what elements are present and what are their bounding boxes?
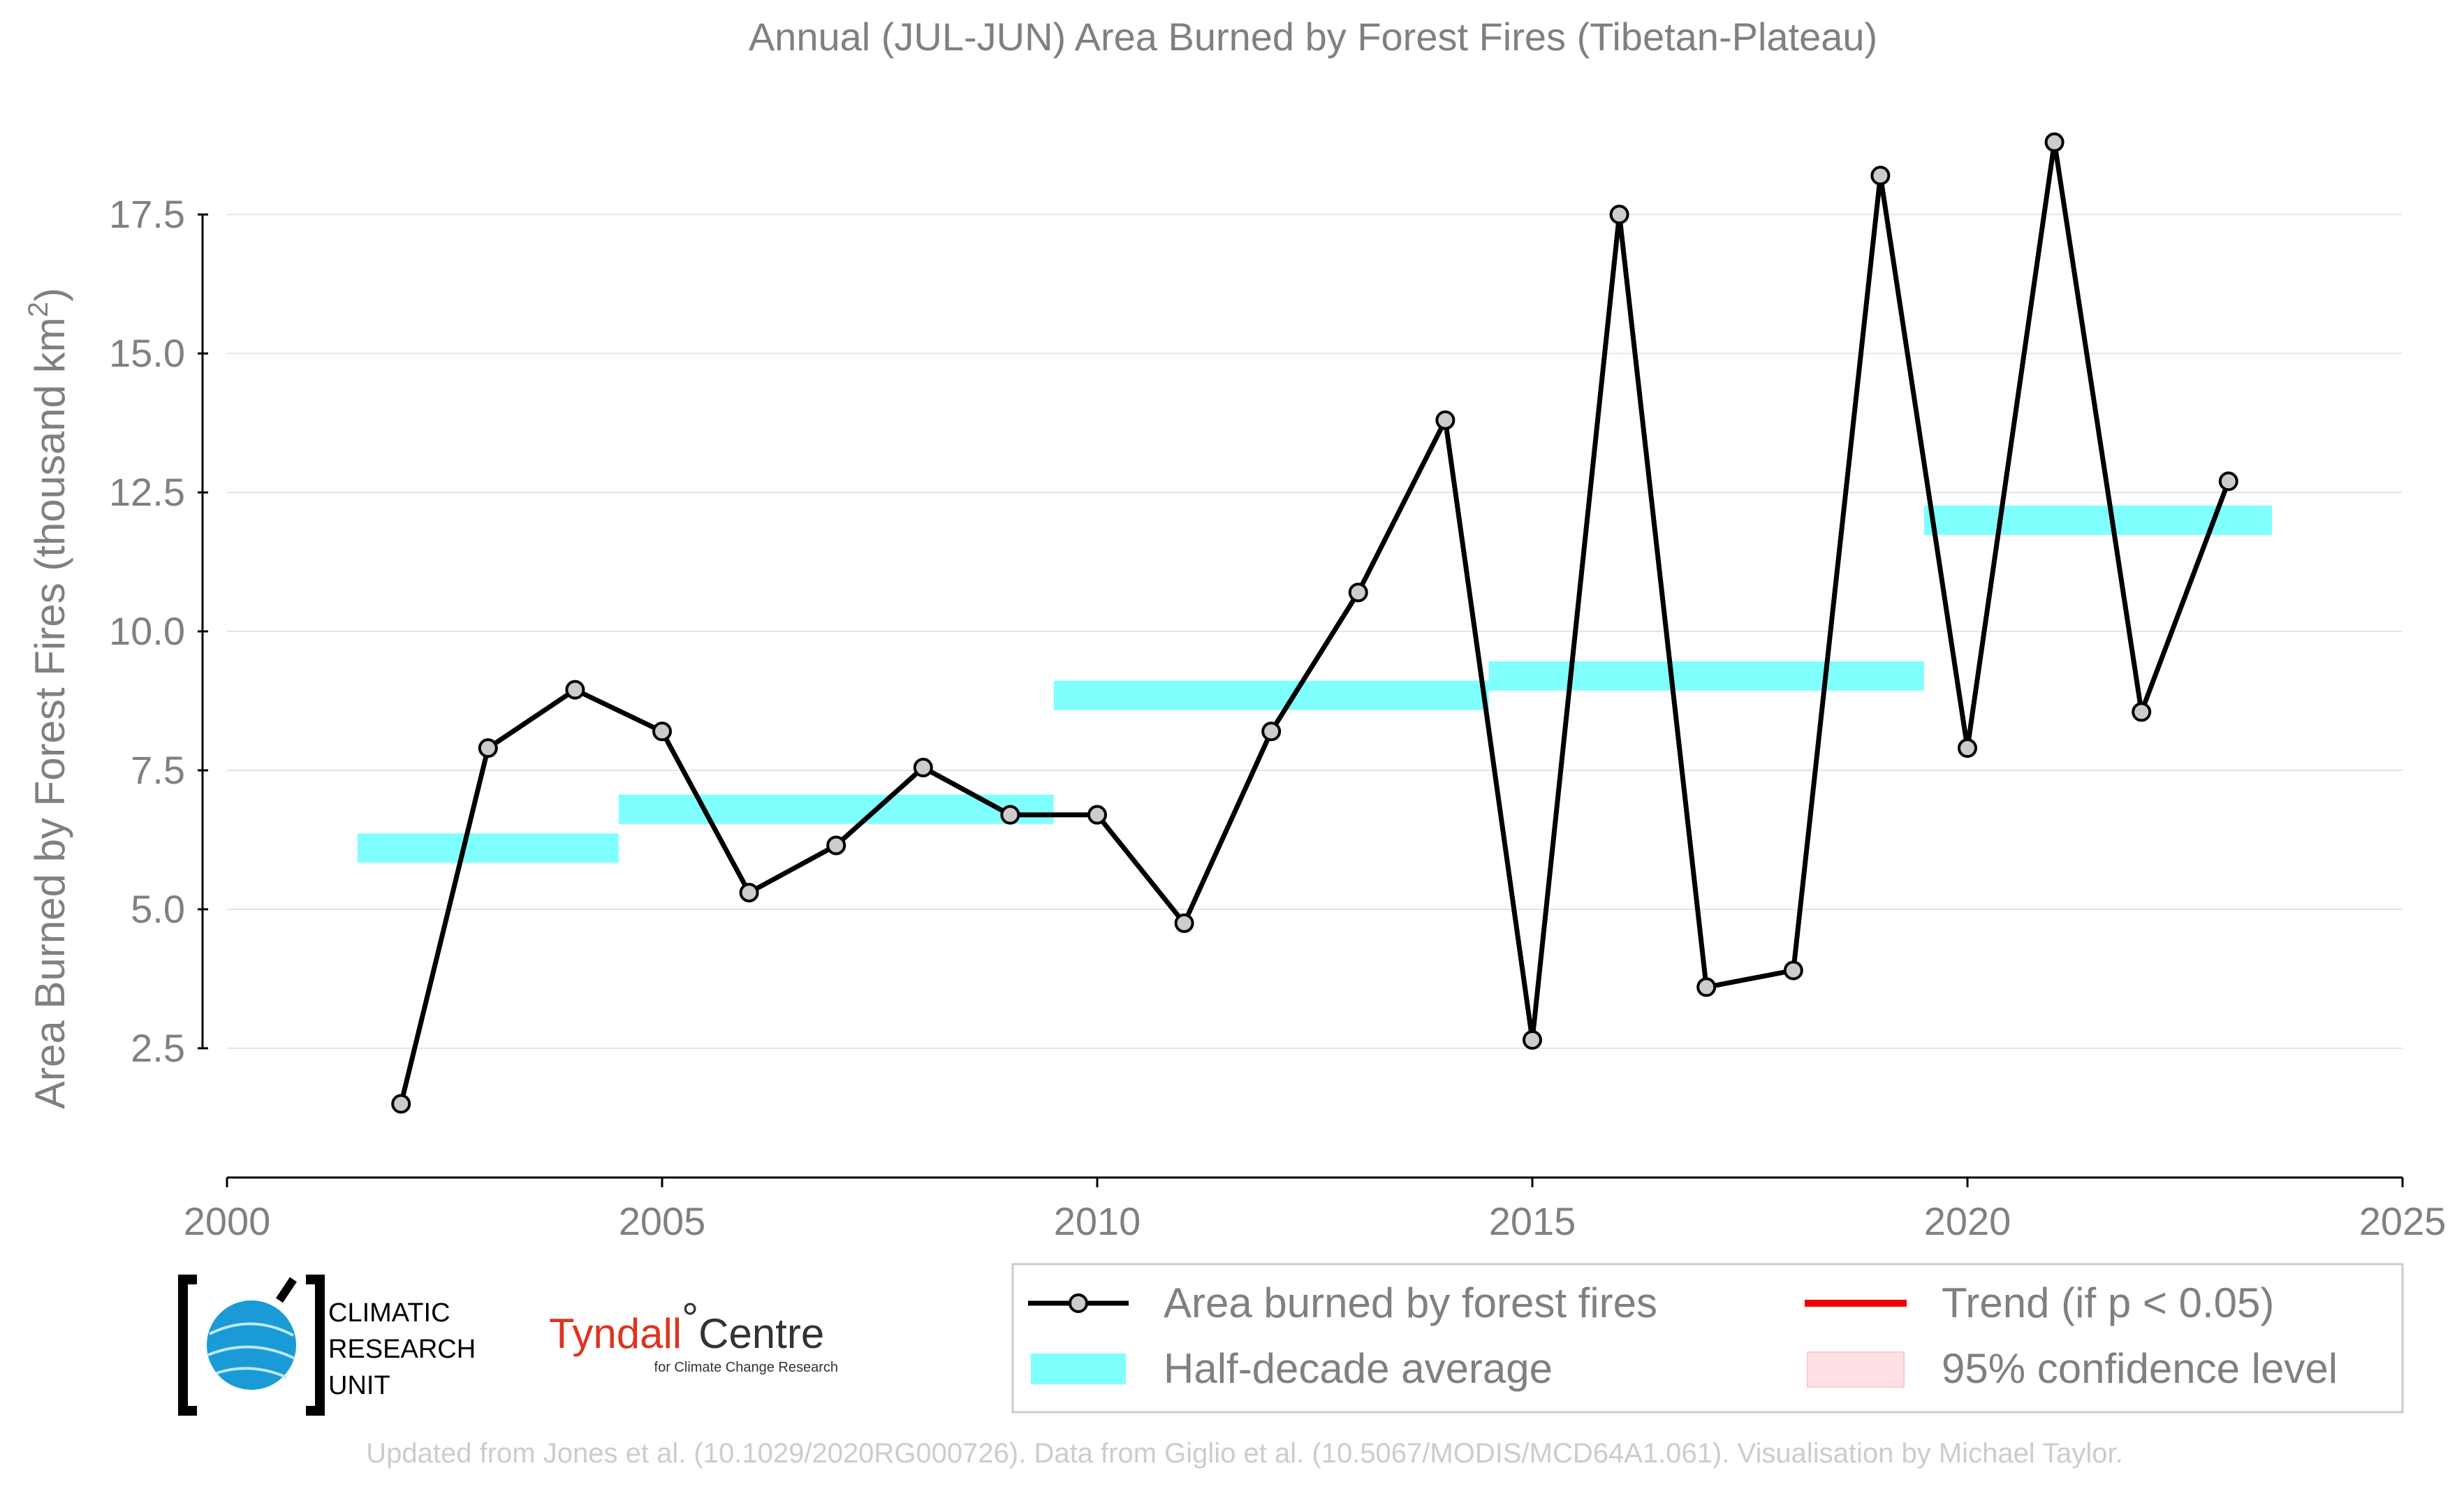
axes: 2.5 5.0 7.5 10.0 12.5 15.0 17.5 2000 2005 2010 201…: [109, 192, 2446, 1243]
legend-line-label: Area burned by forest fires: [1164, 1279, 1657, 1326]
legend-frame: [1011, 1263, 2404, 1414]
series-line: [398, 140, 2231, 1105]
legend-confidence-swatch: [1807, 1351, 1905, 1388]
data-point: [1696, 977, 1717, 997]
y-axis-label-sup: 2: [23, 302, 54, 317]
x-tick-label: 2000: [184, 1199, 271, 1243]
cru-text-line2: RESEARCH: [328, 1335, 476, 1364]
data-point: [1609, 205, 1629, 225]
cru-logo: CLIMATIC RESEARCH UNIT: [178, 1275, 476, 1416]
data-point: [2132, 702, 2152, 722]
y-tick-label: 5.0: [131, 887, 185, 931]
data-point: [1348, 582, 1368, 603]
data-point: [1783, 960, 1803, 981]
x-tick-label: 2025: [2359, 1199, 2447, 1243]
y-tick-label: 7.5: [131, 748, 185, 792]
half-decade-averages: [357, 505, 2273, 863]
y-axis-label-close: ): [27, 288, 73, 302]
data-point: [565, 680, 585, 700]
series-area-burned: [391, 132, 2238, 1114]
data-point: [1000, 805, 1020, 825]
globe-lines: [207, 1322, 295, 1379]
data-point: [1958, 738, 1977, 758]
data-point: [1435, 410, 1455, 430]
data-point: [2044, 132, 2065, 152]
x-tick-label: 2015: [1489, 1199, 1576, 1243]
y-tick-label: 12.5: [109, 470, 185, 514]
y-tick-label: 10.0: [109, 609, 185, 653]
tyndall-title: Tyndall°Centre: [549, 1295, 824, 1357]
legend-confidence-label: 95% confidence level: [1942, 1345, 2338, 1392]
half-decade-average-bar: [1488, 661, 1924, 691]
data-point: [478, 738, 498, 758]
data-point: [1523, 1029, 1542, 1050]
tyndall-centre-text: Centre: [698, 1310, 824, 1357]
legend-trend-label: Trend (if p < 0.05): [1942, 1279, 2274, 1326]
cru-bracket-slash-top: [276, 1277, 297, 1303]
y-axis-label: Area Burned by Forest Fires (thousand km…: [23, 288, 73, 1109]
data-point: [739, 883, 759, 903]
half-decade-average-bar: [618, 794, 1054, 824]
y-tick-label: 15.0: [109, 331, 185, 375]
legend-marker-swatch: [1069, 1293, 1088, 1313]
tyndall-logo: Tyndall°Centre for Climate Change Resear…: [549, 1295, 838, 1375]
data-point: [2218, 471, 2238, 492]
legend: Area burned by forest fires Half-decade …: [1011, 1263, 2404, 1414]
data-point: [913, 758, 933, 778]
credit-text: Updated from Jones et al. (10.1029/2020R…: [366, 1438, 2122, 1469]
chart-title: Annual (JUL-JUN) Area Burned by Forest F…: [749, 15, 1877, 59]
data-point: [391, 1094, 411, 1114]
globe-icon: [207, 1300, 296, 1390]
y-tick-label: 2.5: [131, 1026, 185, 1070]
tyndall-main-text: Tyndall: [549, 1310, 682, 1357]
x-tick-label: 2005: [619, 1199, 706, 1243]
half-decade-average-bar: [1053, 680, 1489, 710]
data-point: [1870, 166, 1891, 186]
data-point: [1261, 721, 1282, 742]
legend-average-label: Half-decade average: [1164, 1345, 1553, 1392]
half-decade-average-bar: [357, 833, 619, 863]
cru-text-line1: CLIMATIC: [328, 1298, 450, 1328]
x-tick-label: 2020: [1924, 1199, 2011, 1243]
x-tick-label: 2010: [1054, 1199, 1141, 1243]
cru-bracket-left: [178, 1275, 197, 1416]
grid: [227, 214, 2403, 1049]
data-point: [652, 721, 672, 742]
legend-average-swatch: [1031, 1354, 1126, 1384]
data-point: [826, 835, 846, 856]
data-point: [1087, 805, 1107, 825]
tyndall-degree: °: [682, 1295, 698, 1342]
y-axis-label-main: Area Burned by Forest Fires (thousand km: [27, 317, 73, 1109]
data-point: [1174, 913, 1194, 933]
cru-text-line3: UNIT: [328, 1371, 390, 1400]
tyndall-subtitle: for Climate Change Research: [654, 1360, 838, 1375]
cru-bracket-right: [306, 1275, 325, 1416]
y-tick-label: 17.5: [109, 192, 185, 236]
